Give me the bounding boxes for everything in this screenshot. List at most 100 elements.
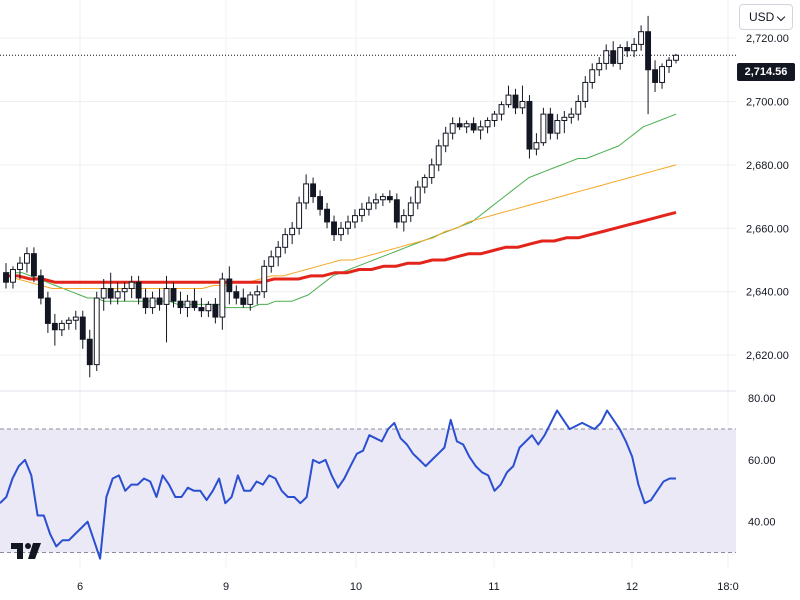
candle-body xyxy=(393,199,400,223)
candle xyxy=(673,53,679,64)
candle-body xyxy=(519,100,526,109)
candle-body xyxy=(107,288,114,299)
candle xyxy=(582,76,589,108)
candle xyxy=(191,288,198,311)
candle xyxy=(149,291,156,314)
candle xyxy=(93,291,100,371)
price-axis[interactable]: 2,720.00 2,700.00 2,680.00 2,660.00 2,640.00… xyxy=(746,33,789,362)
candle-body xyxy=(352,215,358,223)
candle xyxy=(428,158,435,184)
candle xyxy=(470,117,477,134)
candle-body xyxy=(282,234,289,248)
candle xyxy=(526,95,533,159)
candle-body xyxy=(128,281,135,290)
candle xyxy=(163,275,170,343)
candle xyxy=(484,117,491,134)
candle-body xyxy=(184,300,191,309)
candle xyxy=(666,57,672,73)
candle-body xyxy=(568,113,575,118)
candle xyxy=(275,240,282,267)
candle xyxy=(631,38,638,58)
candle-body xyxy=(338,227,344,236)
candle xyxy=(72,310,79,330)
candle-body xyxy=(582,81,589,102)
candle xyxy=(638,25,645,51)
candle-body xyxy=(240,297,247,305)
rsi-axis[interactable]: 80.00 60.00 40.00 xyxy=(748,393,776,529)
candle-body xyxy=(456,123,463,128)
candle-body xyxy=(170,288,177,302)
candle xyxy=(414,180,421,210)
candle xyxy=(421,174,428,194)
candle xyxy=(477,120,484,140)
candle xyxy=(331,215,337,241)
candle-body xyxy=(526,100,533,150)
candle-body xyxy=(470,123,477,131)
candle-body xyxy=(233,291,240,299)
price-tick-label: 2,700.00 xyxy=(746,96,789,108)
candle xyxy=(317,190,324,216)
candle xyxy=(10,266,16,289)
candle-body xyxy=(400,215,407,223)
candle-body xyxy=(561,116,568,121)
candle-body xyxy=(547,113,554,134)
candle xyxy=(568,107,575,124)
candle-body xyxy=(317,196,324,210)
candle-body xyxy=(407,202,414,217)
candle xyxy=(547,107,554,140)
candle xyxy=(561,110,568,134)
candle xyxy=(114,282,121,305)
candle-body xyxy=(198,307,205,312)
candle-body xyxy=(666,59,672,68)
last-price-tag: 2,714.56 xyxy=(737,63,795,81)
candle-body xyxy=(142,297,149,309)
time-tick-label: 18:0 xyxy=(717,581,738,593)
candle-body xyxy=(191,300,198,309)
candle-body xyxy=(226,278,233,293)
price-tick-label: 2,640.00 xyxy=(746,287,789,299)
candle xyxy=(372,193,379,210)
candle-body xyxy=(163,288,170,305)
candle xyxy=(58,320,65,337)
candle-body xyxy=(3,272,9,283)
candle xyxy=(44,291,51,333)
candle xyxy=(30,247,37,283)
candle-body xyxy=(114,291,121,299)
time-tick-label: 9 xyxy=(223,581,229,593)
candle xyxy=(435,139,442,172)
time-axis[interactable]: 6 9 10 11 12 18:0 xyxy=(77,581,739,593)
candle xyxy=(240,288,247,308)
candle-body xyxy=(10,269,16,283)
candle xyxy=(505,85,512,108)
rsi-band-lines xyxy=(0,428,736,554)
candle-body xyxy=(638,31,645,45)
candle xyxy=(352,209,358,229)
candle-body xyxy=(379,196,386,201)
candle xyxy=(198,298,205,318)
candle-body xyxy=(512,94,519,109)
candle-body xyxy=(86,338,93,366)
candle-body xyxy=(135,281,142,299)
candle-body xyxy=(303,183,310,204)
candle xyxy=(121,282,128,302)
candle-body xyxy=(156,297,163,305)
candle-body xyxy=(121,288,128,293)
rsi-band xyxy=(0,429,736,553)
candle xyxy=(86,329,93,378)
candle xyxy=(659,63,665,89)
candle xyxy=(589,63,596,89)
candle xyxy=(575,95,582,121)
candle-body xyxy=(93,297,100,366)
candle xyxy=(100,279,107,311)
candle xyxy=(310,177,317,203)
candle-body xyxy=(268,256,275,267)
candle-body xyxy=(463,123,470,128)
candle-body xyxy=(652,69,659,83)
candle-body xyxy=(30,253,37,277)
candle xyxy=(289,221,296,245)
candle xyxy=(338,221,344,241)
candle xyxy=(184,294,191,318)
candle-body xyxy=(212,303,219,318)
currency-selector-button[interactable]: USD xyxy=(739,4,793,30)
